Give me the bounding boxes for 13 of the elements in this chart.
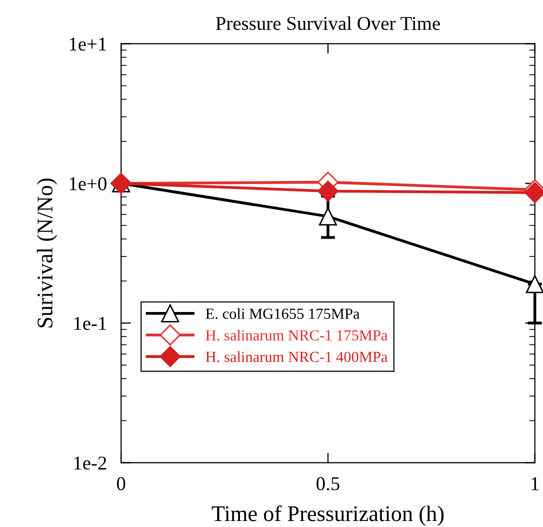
- x-tick-label: 0: [116, 477, 126, 490]
- y-tick-label: 1e+0: [70, 177, 106, 190]
- legend-label: H. salinarum NRC-1 175MPa: [206, 330, 388, 341]
- x-tick-label: 0.5: [316, 477, 340, 490]
- legend-label: H. salinarum NRC-1 400MPa: [206, 351, 388, 362]
- legend-label: E. coli MG1655 175MPa: [206, 308, 360, 319]
- y-tick-label: 1e-1: [74, 316, 106, 330]
- y-axis-title: Surivival (N/No): [36, 178, 58, 328]
- x-axis-title: Time of Pressurization (h): [212, 505, 444, 526]
- x-tick-label: 1: [532, 477, 539, 490]
- y-tick-label: 1e-2: [74, 456, 106, 470]
- y-tick-label: 1e+1: [70, 38, 106, 51]
- chart-title: Pressure Survival Over Time: [216, 16, 440, 30]
